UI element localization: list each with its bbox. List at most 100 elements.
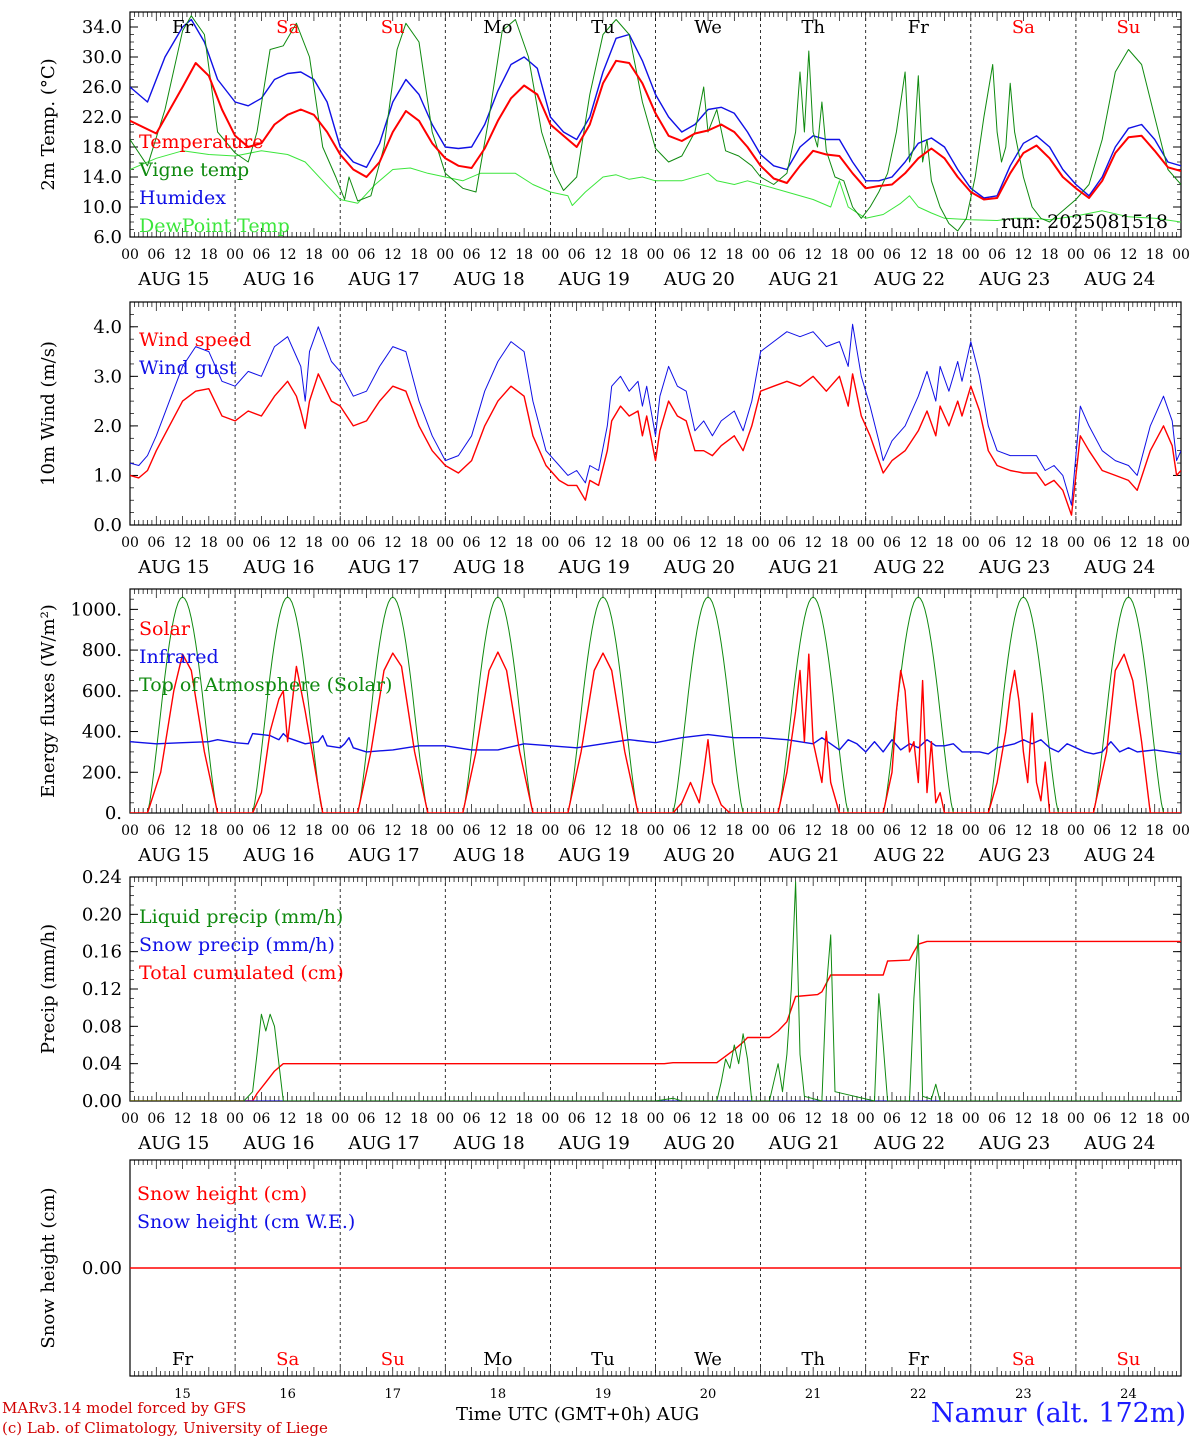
hour-label: 18 <box>410 823 428 839</box>
hour-label: 00 <box>752 1111 770 1127</box>
y-tick-label: 0.04 <box>82 1054 122 1075</box>
legend-entry: Humidex <box>139 187 226 209</box>
hour-label: 18 <box>200 1111 218 1127</box>
hour-label: 18 <box>725 535 743 551</box>
hour-label: 18 <box>515 535 533 551</box>
hour-label: 12 <box>1014 247 1032 263</box>
day-number-label: 16 <box>279 1387 296 1402</box>
legend-entry: Liquid precip (mm/h) <box>139 906 343 928</box>
hour-label: 12 <box>489 1111 507 1127</box>
hour-label: 00 <box>331 1111 349 1127</box>
weekday-label: Th <box>801 1349 825 1370</box>
hour-label: 06 <box>883 823 901 839</box>
hour-label: 00 <box>541 823 559 839</box>
hour-label: 12 <box>909 247 927 263</box>
hour-label: 06 <box>883 1111 901 1127</box>
y-tick-label: 0.16 <box>82 942 122 963</box>
plot-frame <box>129 301 1182 526</box>
y-tick-label: 200. <box>82 762 122 783</box>
hour-label: 06 <box>988 823 1006 839</box>
y-axis-label: 10m Wind (m/s) <box>38 341 59 486</box>
hour-label: 00 <box>121 823 139 839</box>
hour-label: 06 <box>463 535 481 551</box>
hour-label: 18 <box>936 823 954 839</box>
hour-label: 06 <box>778 247 796 263</box>
hour-label: 00 <box>541 535 559 551</box>
hour-label: 06 <box>463 247 481 263</box>
hour-label: 06 <box>1093 1111 1111 1127</box>
hour-label: 06 <box>778 823 796 839</box>
hour-label: 06 <box>883 247 901 263</box>
hour-label: 12 <box>279 1111 297 1127</box>
hour-label: 18 <box>1146 1111 1164 1127</box>
hour-label: 18 <box>1041 1111 1059 1127</box>
hour-label: 18 <box>725 1111 743 1127</box>
hour-label: 00 <box>226 535 244 551</box>
date-label: AUG 16 <box>242 1133 314 1154</box>
hour-label: 00 <box>647 1111 665 1127</box>
weekday-label: Mo <box>483 17 512 38</box>
date-label: AUG 15 <box>137 845 209 866</box>
date-label: AUG 18 <box>452 1133 524 1154</box>
date-label: AUG 22 <box>873 557 945 578</box>
hour-label: 00 <box>1067 535 1085 551</box>
day-number-label: 18 <box>490 1387 507 1402</box>
x-axis-title-text: Time UTC (GMT+0h) <box>456 1404 651 1425</box>
date-label: AUG 17 <box>347 557 419 578</box>
legend-entry: Solar <box>139 618 191 640</box>
date-label: AUG 24 <box>1083 557 1155 578</box>
hour-label: 12 <box>699 1111 717 1127</box>
hour-label: 12 <box>804 823 822 839</box>
legend-entry: Vigne temp <box>138 159 249 181</box>
date-label: AUG 17 <box>347 269 419 290</box>
run-annotation: run: 2025081518 <box>1001 211 1168 233</box>
series-line <box>130 881 1181 1101</box>
hour-label: 06 <box>673 247 691 263</box>
series-line <box>130 940 1181 1101</box>
date-label: AUG 20 <box>663 1133 735 1154</box>
hour-label: 00 <box>121 1111 139 1127</box>
x-axis-title: Time UTC (GMT+0h) AUG <box>456 1404 699 1425</box>
hour-label: 12 <box>699 247 717 263</box>
hour-label: 06 <box>988 1111 1006 1127</box>
hour-label: 12 <box>279 247 297 263</box>
hour-label: 06 <box>252 535 270 551</box>
hour-label: 12 <box>1014 1111 1032 1127</box>
hour-label: 18 <box>831 535 849 551</box>
panel-2: 0.0 1.0 2.0 3.0 4.0 10m Wind (m/s) 00 06 12 18 AUG… <box>38 301 1190 578</box>
date-label: AUG 19 <box>558 557 630 578</box>
hour-label: 00 <box>436 1111 454 1127</box>
date-label: AUG 15 <box>137 269 209 290</box>
date-label: AUG 15 <box>137 557 209 578</box>
weekday-label: Su <box>381 1349 405 1370</box>
hour-label: 18 <box>305 247 323 263</box>
weekday-label: Th <box>801 17 825 38</box>
y-tick-label: 1.0 <box>93 465 122 486</box>
hour-label: 00 <box>1067 823 1085 839</box>
y-tick-label: 22.0 <box>82 107 122 128</box>
hour-label: 00 <box>226 247 244 263</box>
y-tick-label: 0.00 <box>82 1258 122 1279</box>
hour-label: 18 <box>725 247 743 263</box>
hour-label: 06 <box>463 823 481 839</box>
legend-entry: Temperature <box>139 131 263 153</box>
y-tick-label: 0.0 <box>93 515 122 536</box>
hour-label: 06 <box>252 823 270 839</box>
hour-label: 18 <box>936 1111 954 1127</box>
hour-label: 18 <box>200 247 218 263</box>
weekday-label: Su <box>1116 1349 1140 1370</box>
hour-label: 00 <box>121 247 139 263</box>
hour-label: 00 <box>962 535 980 551</box>
date-label: AUG 21 <box>768 269 840 290</box>
hour-label: 06 <box>568 247 586 263</box>
date-label: AUG 23 <box>978 557 1050 578</box>
hour-label: 06 <box>252 247 270 263</box>
date-label: AUG 22 <box>873 845 945 866</box>
date-label: AUG 24 <box>1083 1133 1155 1154</box>
date-label: AUG 17 <box>347 845 419 866</box>
y-tick-label: 2.0 <box>93 416 122 437</box>
date-label: AUG 21 <box>768 557 840 578</box>
hour-label: 18 <box>1041 247 1059 263</box>
hour-label: 00 <box>752 823 770 839</box>
y-tick-label: 18.0 <box>82 137 122 158</box>
